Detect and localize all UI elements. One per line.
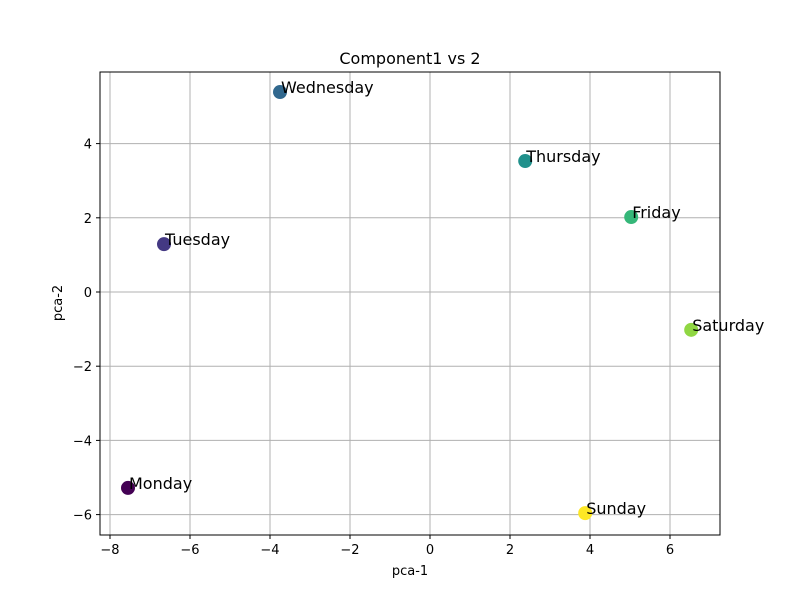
point-label-tuesday: Tuesday: [164, 230, 230, 249]
data-point-saturday: [684, 322, 699, 337]
x-tick-label: 4: [586, 543, 594, 558]
x-tick-label: 2: [506, 543, 514, 558]
y-tick-label: −2: [73, 360, 92, 375]
data-point-friday: [624, 210, 639, 225]
y-tick-label: 2: [84, 212, 92, 227]
point-label-monday: Monday: [129, 474, 192, 493]
y-axis-label: pca-2: [51, 285, 66, 321]
data-point-tuesday: [157, 237, 171, 252]
y-tick-label: −6: [73, 509, 92, 524]
data-point-sunday: [578, 506, 593, 521]
x-tick-label: −2: [340, 543, 359, 558]
x-tick-label: 0: [426, 543, 434, 558]
y-tick-label: 4: [84, 138, 92, 153]
plot-frame: [99, 71, 721, 536]
point-label-saturday: Saturday: [692, 316, 764, 335]
data-point-thursday: [518, 154, 533, 169]
x-tick-label: −8: [100, 543, 119, 558]
axis-ticks: −8 −6 −4 −2 0 2 4 6 −6 −4 −2 0 2 4: [73, 138, 674, 558]
point-label-wednesday: Wednesday: [281, 78, 374, 97]
data-point-wednesday: [273, 85, 287, 100]
x-axis-label: pca-1: [392, 564, 428, 579]
point-label-friday: Friday: [632, 203, 681, 222]
chart-title: Component1 vs 2: [339, 49, 480, 68]
y-tick-label: −4: [73, 434, 92, 449]
x-tick-label: −4: [260, 543, 279, 558]
point-label-sunday: Sunday: [586, 499, 646, 518]
data-points: Monday Tuesday Wednesday Thursday Friday Satu…: [121, 78, 764, 521]
x-tick-label: 6: [666, 543, 674, 558]
x-tick-label: −6: [180, 543, 199, 558]
data-point-monday: [121, 480, 135, 495]
y-tick-label: 0: [84, 286, 92, 301]
point-label-thursday: Thursday: [525, 147, 600, 166]
grid-lines: [100, 72, 720, 535]
